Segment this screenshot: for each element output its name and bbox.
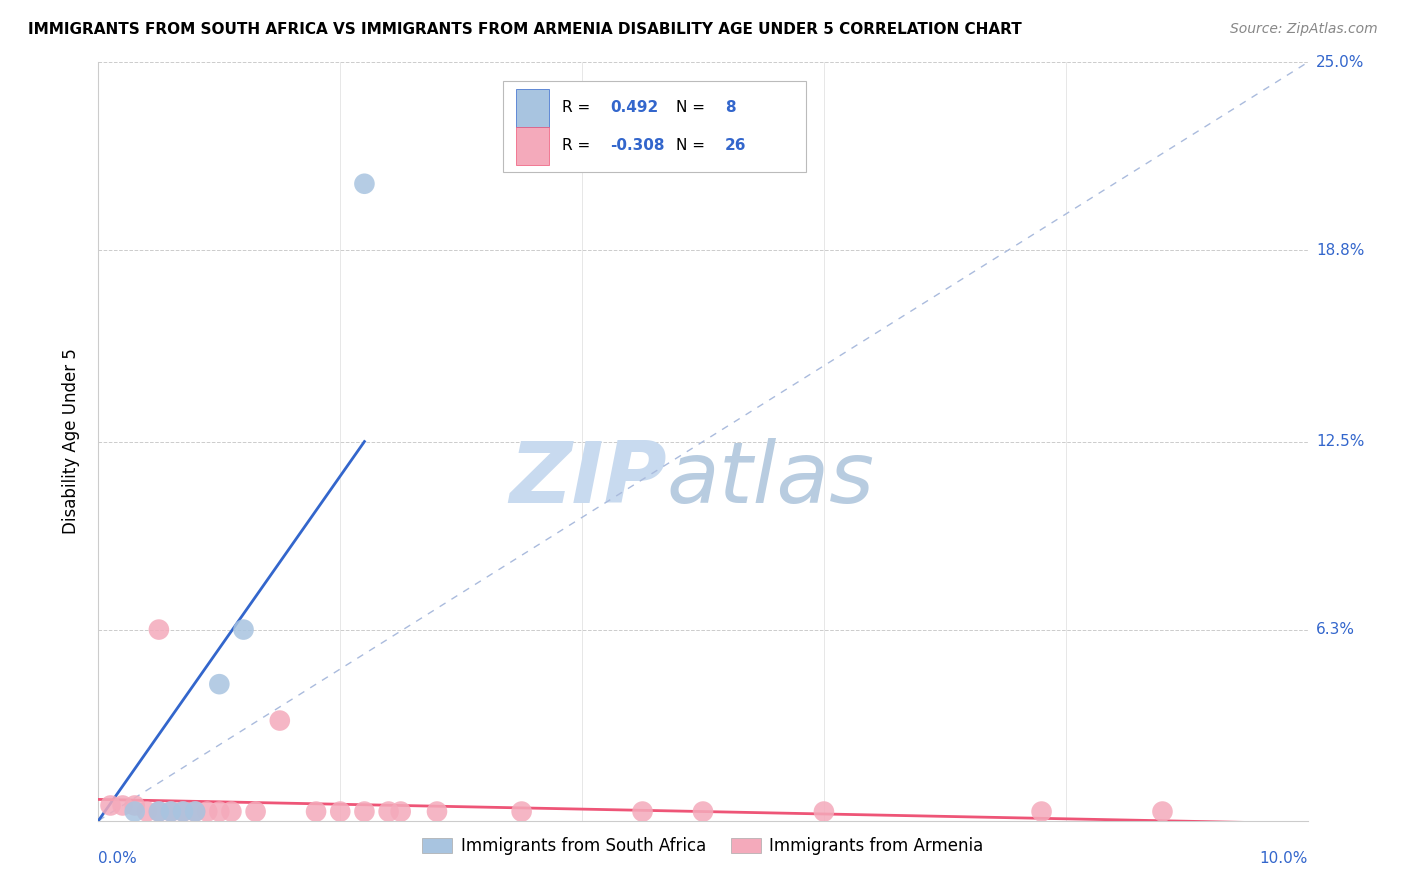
Point: [692, 805, 714, 819]
Text: -0.308: -0.308: [610, 138, 665, 153]
Point: [1031, 805, 1053, 819]
Point: [184, 805, 207, 819]
Point: [232, 623, 254, 637]
Text: R =: R =: [561, 101, 589, 115]
Text: ZIP: ZIP: [509, 438, 666, 521]
Point: [160, 805, 183, 819]
Point: [426, 805, 449, 819]
Point: [208, 805, 231, 819]
Point: [377, 805, 399, 819]
Point: [148, 623, 170, 637]
Text: 6.3%: 6.3%: [1316, 622, 1355, 637]
Text: 0.492: 0.492: [610, 101, 658, 115]
Point: [329, 805, 352, 819]
Text: IMMIGRANTS FROM SOUTH AFRICA VS IMMIGRANTS FROM ARMENIA DISABILITY AGE UNDER 5 C: IMMIGRANTS FROM SOUTH AFRICA VS IMMIGRAN…: [28, 22, 1022, 37]
Text: 25.0%: 25.0%: [1316, 55, 1364, 70]
Text: 18.8%: 18.8%: [1316, 243, 1364, 258]
Point: [353, 805, 375, 819]
Point: [172, 805, 194, 819]
Text: 26: 26: [724, 138, 747, 153]
Point: [135, 805, 157, 819]
Text: 0.0%: 0.0%: [98, 851, 138, 866]
Text: Source: ZipAtlas.com: Source: ZipAtlas.com: [1230, 22, 1378, 37]
Point: [269, 714, 291, 728]
Point: [208, 677, 231, 691]
Point: [389, 805, 412, 819]
Point: [124, 805, 146, 819]
FancyBboxPatch shape: [516, 127, 550, 165]
Point: [1152, 805, 1174, 819]
Point: [353, 177, 375, 191]
Text: 12.5%: 12.5%: [1316, 434, 1364, 449]
Point: [510, 805, 533, 819]
Point: [305, 805, 328, 819]
Point: [221, 805, 243, 819]
Text: N =: N =: [676, 138, 706, 153]
Point: [813, 805, 835, 819]
Point: [124, 798, 146, 813]
Text: N =: N =: [676, 101, 706, 115]
Y-axis label: Disability Age Under 5: Disability Age Under 5: [62, 349, 80, 534]
Text: 10.0%: 10.0%: [1260, 851, 1308, 866]
Text: R =: R =: [561, 138, 589, 153]
Point: [148, 805, 170, 819]
Text: atlas: atlas: [666, 438, 875, 521]
FancyBboxPatch shape: [503, 81, 806, 172]
Text: 8: 8: [724, 101, 735, 115]
Point: [172, 805, 194, 819]
Point: [245, 805, 267, 819]
Point: [160, 805, 183, 819]
Point: [148, 805, 170, 819]
Legend: Immigrants from South Africa, Immigrants from Armenia: Immigrants from South Africa, Immigrants…: [416, 830, 990, 862]
FancyBboxPatch shape: [516, 89, 550, 127]
Point: [631, 805, 654, 819]
Point: [100, 798, 122, 813]
Point: [111, 798, 134, 813]
Point: [184, 805, 207, 819]
Point: [195, 805, 218, 819]
